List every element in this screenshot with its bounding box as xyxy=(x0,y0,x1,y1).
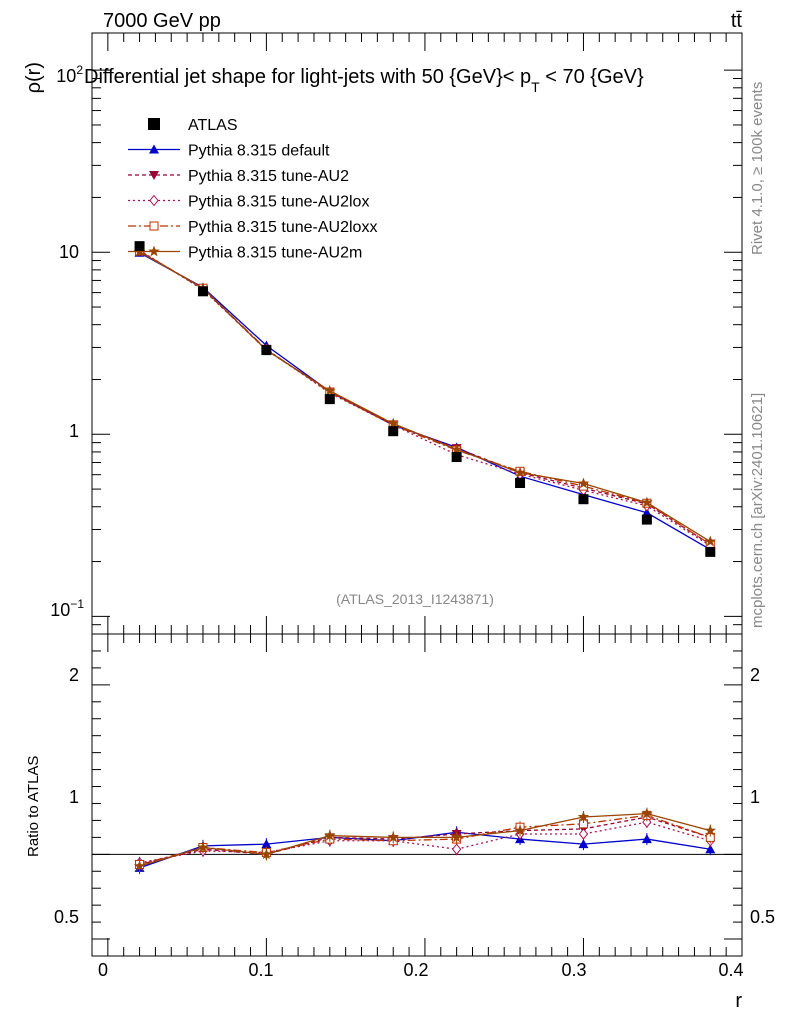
series-point-pythia-8-315-default xyxy=(641,507,652,517)
data-point-atlas xyxy=(388,426,399,437)
ratio-tick-left-1: 1 xyxy=(69,787,79,807)
ratio-frame xyxy=(91,633,743,957)
data-point-atlas xyxy=(134,241,145,252)
plot-title-sub: T xyxy=(531,79,540,95)
legend-marker-atlas xyxy=(148,118,160,130)
data-point-atlas xyxy=(578,494,589,505)
ratio-line-pythia-8-315-tune-au2 xyxy=(139,816,711,866)
ratio-point-pythia-8-315-default xyxy=(578,839,589,849)
ratio-point-pythia-8-315-default xyxy=(705,844,716,854)
legend-label-pythia-8-315-tune-au2: Pythia 8.315 tune-AU2 xyxy=(188,168,349,185)
series-point-pythia-8-315-tune-au2m xyxy=(577,477,590,489)
legend-marker-pythia-8-315-tune-au2 xyxy=(149,171,159,180)
ratio-tick-right-2: 2 xyxy=(750,665,760,685)
data-point-atlas xyxy=(705,546,716,557)
ratio-point-pythia-8-315-tune-au2m xyxy=(577,811,590,822)
ratio-point-pythia-8-315-tune-au2m xyxy=(324,829,336,841)
x-tick-label-0.2: 0.2 xyxy=(403,960,428,980)
series-point-pythia-8-315-tune-au2m xyxy=(641,496,653,508)
ratio-point-pythia-8-315-tune-au2m xyxy=(704,824,716,836)
analysis-watermark: (ATLAS_2013_I1243871) xyxy=(336,591,494,607)
energy-label: 7000 GeV pp xyxy=(103,10,221,32)
series-point-pythia-8-315-tune-au2m xyxy=(514,466,526,478)
process-label: tt̄ xyxy=(731,10,743,32)
data-point-atlas xyxy=(641,514,652,525)
y-axis-label: ρ(r) xyxy=(23,62,45,93)
ratio-point-pythia-8-315-tune-au2m xyxy=(260,848,273,860)
ratio-point-pythia-8-315-tune-au2lox xyxy=(451,843,462,856)
y-tick-label-100: 102 xyxy=(56,63,83,86)
legend-marker-pythia-8-315-tune-au2loxx xyxy=(149,221,159,231)
ratio-point-pythia-8-315-tune-au2m xyxy=(133,860,146,872)
y-tick-label-1: 1 xyxy=(69,421,79,441)
ratio-point-pythia-8-315-tune-au2lox xyxy=(578,828,589,840)
legend: ATLAS Pythia 8.315 default Pythia 8.315 tu… xyxy=(128,117,377,262)
ratio-tick-right-0.5: 0.5 xyxy=(750,907,775,927)
series-line-pythia-8-315-default xyxy=(139,252,711,551)
x-tick-label-0.4: 0.4 xyxy=(718,960,743,980)
legend-marker-pythia-8-315-tune-au2lox xyxy=(149,194,159,207)
series-line-pythia-8-315-tune-au2loxx xyxy=(139,250,711,545)
rivet-label: Rivet 4.1.0, ≥ 100k events xyxy=(749,82,766,255)
series-point-pythia-8-315-tune-au2m xyxy=(324,384,336,396)
ratio-point-pythia-8-315-default xyxy=(641,834,652,844)
plot-title-end: < 70 {GeV} xyxy=(540,66,644,88)
ratio-plot xyxy=(92,807,742,874)
ratio-line-pythia-8-315-tune-au2m xyxy=(139,812,711,867)
ratio-point-pythia-8-315-tune-au2m xyxy=(514,824,526,836)
ratio-point-pythia-8-315-default xyxy=(261,839,272,849)
ratio-point-pythia-8-315-tune-au2m xyxy=(641,807,653,819)
legend-label-pythia-8-315-tune-au2lox: Pythia 8.315 tune-AU2lox xyxy=(188,194,369,211)
legend-label-pythia-8-315-tune-au2loxx: Pythia 8.315 tune-AU2loxx xyxy=(188,219,377,236)
main-plot xyxy=(133,241,716,557)
ratio-tick-right-1: 1 xyxy=(750,787,760,807)
legend-label-pythia-8-315-default: Pythia 8.315 default xyxy=(188,143,330,160)
series-point-pythia-8-315-tune-au2m xyxy=(450,443,463,455)
legend-label-atlas: ATLAS xyxy=(188,117,238,134)
x-axis-label: r xyxy=(735,990,742,1012)
y-tick-label-10: 10 xyxy=(59,242,79,262)
series-point-pythia-8-315-tune-au2m xyxy=(704,535,716,547)
series-line-pythia-8-315-tune-au2lox xyxy=(139,249,711,547)
legend-label-pythia-8-315-tune-au2m: Pythia 8.315 tune-AU2m xyxy=(188,245,362,262)
ratio-tick-left-0.5: 0.5 xyxy=(54,907,79,927)
mcplots-label: mcplots.cern.ch [arXiv:2401.10621] xyxy=(749,393,766,628)
series-point-pythia-8-315-tune-au2m xyxy=(387,417,399,429)
ratio-point-pythia-8-315-tune-au2m xyxy=(197,841,209,853)
ratio-axis-label: Ratio to ATLAS xyxy=(25,756,42,857)
x-tick-label-0.1: 0.1 xyxy=(248,960,273,980)
ratio-point-pythia-8-315-tune-au2m xyxy=(387,831,399,843)
legend-marker-pythia-8-315-tune-au2m xyxy=(148,245,160,257)
series-line-pythia-8-315-tune-au2 xyxy=(139,250,711,545)
plot-title-main: Differential jet shape for light-jets wi… xyxy=(84,66,531,88)
x-tick-label-0: 0 xyxy=(98,960,108,980)
ratio-line-pythia-8-315-tune-au2loxx xyxy=(139,814,711,866)
data-point-atlas xyxy=(324,394,335,405)
legend-marker-pythia-8-315-default xyxy=(149,144,159,154)
data-point-atlas xyxy=(515,478,526,489)
x-tick-label-0.3: 0.3 xyxy=(561,960,586,980)
series-line-pythia-8-315-tune-au2m xyxy=(139,251,711,543)
ratio-line-pythia-8-315-tune-au2lox xyxy=(139,821,711,864)
data-point-atlas xyxy=(197,286,208,297)
y-tick-label-0.1: 10−1 xyxy=(50,597,84,620)
ratio-point-pythia-8-315-tune-au2m xyxy=(450,831,463,843)
plot-title: Differential jet shape for light-jets wi… xyxy=(84,66,644,95)
axes-group xyxy=(92,33,743,957)
ratio-tick-left-2: 2 xyxy=(69,665,79,685)
data-point-atlas xyxy=(451,452,462,463)
data-point-atlas xyxy=(261,345,272,356)
